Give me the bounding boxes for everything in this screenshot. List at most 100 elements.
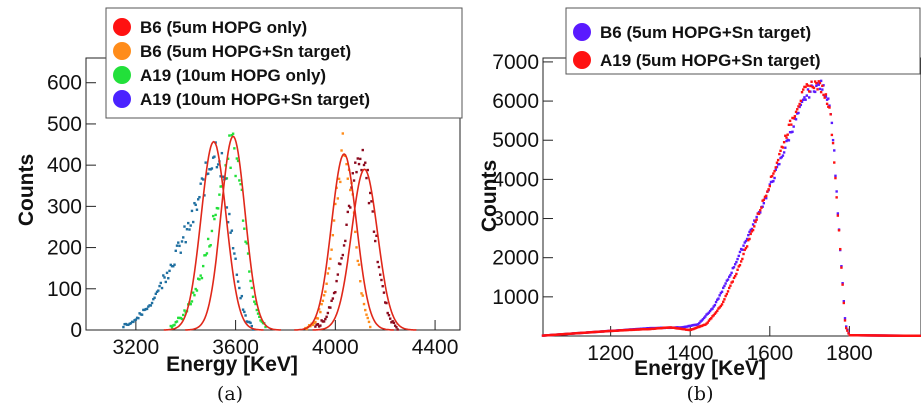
data-point <box>787 139 791 142</box>
data-point <box>837 229 841 232</box>
data-point <box>335 279 338 283</box>
data-point <box>221 175 225 178</box>
data-point <box>701 318 705 321</box>
data-point <box>793 115 797 118</box>
data-point <box>768 184 771 188</box>
data-point <box>355 170 358 174</box>
data-point <box>206 237 210 241</box>
data-point <box>786 133 789 136</box>
fit-curves-a <box>163 135 417 331</box>
data-point <box>817 83 820 86</box>
data-point <box>132 320 135 324</box>
data-point <box>735 260 738 264</box>
data-point <box>716 309 719 312</box>
data-point <box>804 98 807 101</box>
data-point <box>178 244 181 248</box>
data-point <box>203 194 206 197</box>
data-point <box>728 286 731 290</box>
data-point <box>846 329 849 332</box>
data-point <box>307 324 311 327</box>
data-point <box>827 97 830 100</box>
data-point <box>319 324 322 327</box>
y-tick-label: 300 <box>47 195 82 218</box>
data-point <box>719 304 723 308</box>
data-point <box>377 265 381 269</box>
data-point <box>707 311 711 314</box>
data-point <box>784 146 787 149</box>
data-point <box>253 300 256 303</box>
data-point <box>332 219 336 222</box>
data-point <box>395 326 398 329</box>
data-point <box>366 168 369 172</box>
data-point <box>719 291 723 295</box>
data-point <box>336 197 340 200</box>
data-point <box>359 157 362 161</box>
data-point <box>160 286 164 290</box>
data-point <box>788 119 792 123</box>
data-point <box>799 99 803 103</box>
data-point <box>919 334 921 338</box>
data-point <box>220 185 224 188</box>
data-point <box>169 263 172 267</box>
x-tick-label: 1200 <box>587 342 634 365</box>
data-point <box>184 241 187 244</box>
data-point <box>195 208 199 211</box>
data-point <box>321 299 325 303</box>
data-point <box>834 176 837 180</box>
data-point <box>369 325 372 329</box>
data-point <box>714 311 718 314</box>
data-point <box>235 273 239 276</box>
data-point <box>340 257 343 260</box>
data-point <box>316 322 320 326</box>
data-point <box>732 266 736 269</box>
legend-marker <box>113 90 131 108</box>
y-tick-labels-a: 0 100 200 300 400 500 600 <box>47 72 82 342</box>
data-point <box>804 85 807 89</box>
data-point <box>153 296 156 299</box>
data-point <box>128 322 131 326</box>
data-point <box>726 278 730 281</box>
data-point <box>819 90 823 94</box>
data-point <box>396 328 399 331</box>
data-point <box>722 300 725 304</box>
data-point <box>765 194 768 198</box>
data-point <box>781 154 785 157</box>
data-point <box>805 94 809 97</box>
data-point <box>770 174 774 178</box>
data-point <box>711 307 714 310</box>
data-point <box>311 323 315 327</box>
y-tick-label: 600 <box>47 72 82 95</box>
data-point <box>371 210 374 213</box>
data-point <box>774 166 777 169</box>
data-point <box>192 220 195 224</box>
data-point <box>229 166 232 170</box>
data-point <box>182 236 185 239</box>
data-point <box>199 274 202 277</box>
data-point <box>314 320 317 324</box>
data-point <box>220 151 224 155</box>
data-point <box>828 106 831 109</box>
data-point <box>314 325 317 328</box>
data-point <box>205 252 209 255</box>
data-point <box>797 111 800 115</box>
data-point <box>843 317 847 320</box>
data-point <box>249 279 252 283</box>
data-point <box>209 243 212 247</box>
data-point <box>226 220 230 224</box>
data-point <box>329 306 332 309</box>
data-point <box>248 320 251 324</box>
data-point <box>739 260 743 263</box>
data-point <box>733 274 737 278</box>
data-point <box>233 252 236 255</box>
data-point <box>365 176 368 180</box>
legend-marker <box>113 18 131 36</box>
data-point <box>375 234 378 237</box>
data-point <box>138 312 141 315</box>
data-point <box>696 323 700 326</box>
data-point <box>842 300 846 303</box>
y-tick-label: 1000 <box>492 286 539 309</box>
data-point <box>735 272 738 276</box>
x-axis-title-a: Energy [KeV] <box>166 353 298 376</box>
data-point <box>199 182 202 185</box>
data-point <box>829 113 832 116</box>
